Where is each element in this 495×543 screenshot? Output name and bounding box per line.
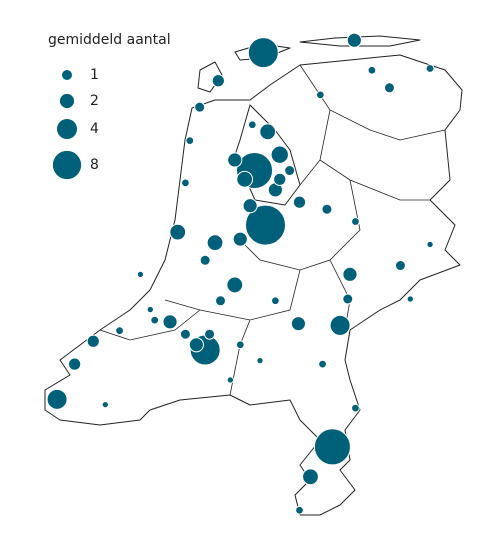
bubble [426, 240, 434, 249]
bubble [86, 334, 100, 348]
bubble [215, 295, 227, 307]
bubble [199, 254, 211, 266]
bubble [232, 231, 248, 247]
legend-symbol [59, 93, 75, 109]
legend-title: gemiddeld aantal [48, 32, 171, 48]
bubbles [46, 32, 435, 515]
bubble [315, 90, 325, 100]
bubble [406, 295, 414, 303]
bubble [179, 328, 191, 340]
bubble [342, 266, 358, 282]
bubble [46, 388, 68, 410]
bubble [270, 145, 289, 164]
bubble [290, 316, 306, 332]
bubble [204, 328, 216, 340]
bubble [211, 74, 225, 88]
legend-label: 8 [90, 157, 99, 173]
bubble [244, 204, 286, 246]
bubble [169, 223, 187, 241]
bubble [185, 136, 195, 145]
bubble [188, 337, 204, 353]
country-outline [44, 54, 463, 516]
legend-label: 1 [90, 67, 99, 83]
bubble [273, 172, 287, 186]
legend-symbol [57, 119, 77, 139]
legend-symbol [52, 150, 82, 180]
bubble [150, 315, 160, 325]
bubble [226, 376, 235, 384]
bubble [67, 357, 82, 371]
bubble [115, 326, 124, 336]
basemap [44, 35, 463, 516]
bubble [302, 468, 319, 486]
bubble [318, 359, 327, 369]
bubble [136, 270, 145, 279]
bubble [367, 65, 377, 75]
legend-label: 4 [90, 121, 99, 137]
bubble [162, 314, 178, 330]
bubble [181, 178, 190, 188]
bubble [292, 195, 307, 209]
bubble [101, 400, 109, 409]
bubble [394, 260, 406, 272]
bubble [227, 152, 243, 168]
bubble [284, 165, 296, 177]
bubble [256, 356, 264, 365]
bubble [383, 82, 395, 94]
bubble [351, 217, 360, 226]
bubble [329, 314, 351, 336]
bubble [270, 296, 280, 306]
bubble [351, 403, 360, 413]
legend-symbol [62, 70, 72, 80]
bubble [146, 305, 154, 314]
bubble [194, 101, 206, 113]
bubble [313, 428, 351, 466]
bubble [236, 170, 254, 188]
legend: 1 2 4 8 [52, 67, 99, 180]
bubble [346, 32, 362, 48]
bubble [226, 276, 244, 294]
bubble [342, 293, 354, 305]
bubble [295, 505, 304, 515]
bubble [247, 37, 279, 69]
legend-label: 2 [90, 93, 99, 109]
bubble [321, 203, 333, 215]
bubble [235, 340, 245, 350]
bubble [425, 64, 435, 73]
bubble [242, 198, 258, 214]
bubble [259, 123, 277, 141]
bubble [206, 234, 224, 252]
bubble [247, 120, 257, 130]
